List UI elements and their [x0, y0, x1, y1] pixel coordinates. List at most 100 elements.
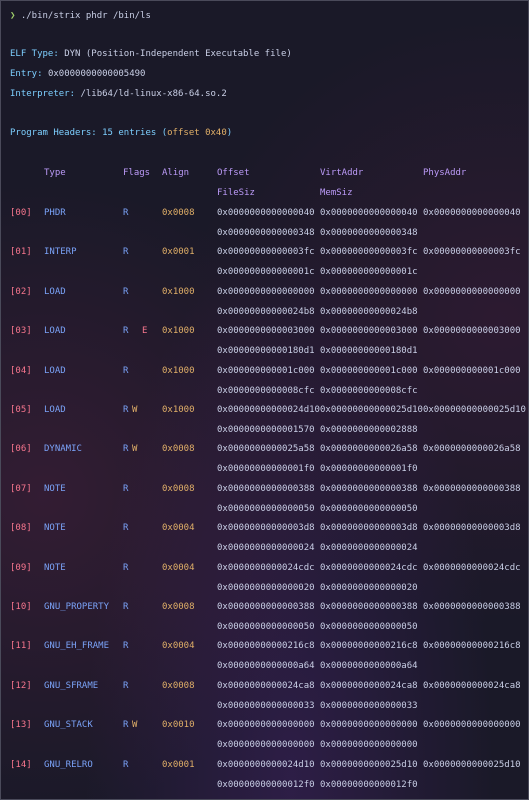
row-virtaddr: 0x0000000000026a58 — [320, 444, 418, 454]
row-index: [10] — [10, 602, 32, 612]
row-align: 0x1000 — [162, 287, 195, 297]
flag-read: R — [123, 563, 129, 573]
flag-read: R — [123, 366, 129, 376]
row-virtaddr: 0x0000000000000388 — [320, 484, 418, 494]
col-physaddr-header: PhysAddr — [423, 168, 467, 178]
row-align: 0x1000 — [162, 326, 195, 336]
prompt-icon: ❯ — [10, 11, 16, 21]
flag-read: R — [123, 208, 129, 218]
row-memsiz: 0x0000000000000a64 — [320, 661, 418, 671]
row-filesiz: 0x0000000000000024 — [217, 543, 315, 553]
row-filesiz: 0x0000000000008cfc — [217, 386, 315, 396]
row-type: GNU_PROPERTY — [44, 602, 110, 612]
row-index: [04] — [10, 366, 32, 376]
row-type: NOTE — [44, 523, 66, 533]
row-filesiz: 0x0000000000000050 — [217, 504, 315, 514]
row-align: 0x0004 — [162, 641, 195, 651]
row-memsiz: 0x00000000000024b8 — [320, 307, 418, 317]
row-align: 0x1000 — [162, 405, 195, 415]
row-filesiz: 0x000000000000001c — [217, 267, 315, 277]
row-virtaddr: 0x0000000000024cdc — [320, 563, 418, 573]
row-type: LOAD — [44, 366, 66, 376]
elf-type-line: ELF Type: DYN (Position-Independent Exec… — [10, 49, 292, 60]
entry-line: Entry: 0x0000000000005490 — [10, 69, 145, 80]
flag-read: R — [123, 405, 129, 415]
row-align: 0x0008 — [162, 208, 195, 218]
row-type: PHDR — [44, 208, 66, 218]
row-filesiz: 0x0000000000000348 — [217, 228, 315, 238]
flag-read: R — [123, 602, 129, 612]
row-memsiz: 0x0000000000000050 — [320, 622, 418, 632]
flag-read: R — [123, 287, 129, 297]
row-offset: 0x0000000000000388 — [217, 484, 315, 494]
row-filesiz: 0x00000000000001f0 — [217, 464, 315, 474]
col-type-header: Type — [44, 168, 66, 178]
row-offset: 0x0000000000025a58 — [217, 444, 315, 454]
row-filesiz: 0x0000000000001570 — [217, 425, 315, 435]
entry-value: 0x0000000000005490 — [47, 69, 146, 79]
row-virtaddr: 0x0000000000025d10 — [320, 760, 418, 770]
row-memsiz: 0x00000000000012f0 — [320, 780, 418, 790]
flag-read: R — [123, 326, 129, 336]
row-offset: 0x0000000000003000 — [217, 326, 315, 336]
row-memsiz: 0x0000000000000000 — [320, 740, 418, 750]
row-index: [07] — [10, 484, 32, 494]
row-memsiz: 0x0000000000000024 — [320, 543, 418, 553]
program-headers-title: Program Headers: 15 entries (offset 0x40… — [10, 128, 233, 138]
row-offset: 0x0000000000024d10 — [217, 760, 315, 770]
row-index: [09] — [10, 563, 32, 573]
row-index: [01] — [10, 247, 32, 257]
row-filesiz: 0x00000000000012f0 — [217, 780, 315, 790]
row-align: 0x1000 — [162, 366, 195, 376]
row-memsiz: 0x00000000000001f0 — [320, 464, 418, 474]
col-virtaddr-header: VirtAddr — [320, 168, 364, 178]
row-align: 0x0008 — [162, 444, 195, 454]
col-memsiz-header: MemSiz — [320, 188, 353, 198]
row-offset: 0x00000000000024d10 — [217, 405, 320, 415]
row-type: GNU_EH_FRAME — [44, 641, 110, 651]
row-align: 0x0010 — [162, 720, 195, 730]
row-offset: 0x00000000000216c8 — [217, 641, 315, 651]
row-virtaddr: 0x00000000000003d8 — [320, 523, 418, 533]
row-type: LOAD — [44, 287, 66, 297]
row-memsiz: 0x0000000000000348 — [320, 228, 418, 238]
row-memsiz: 0x000000000000001c — [320, 267, 418, 277]
row-type: GNU_STACK — [44, 720, 93, 730]
row-type: NOTE — [44, 563, 66, 573]
row-align: 0x0001 — [162, 247, 195, 257]
row-physaddr: 0x00000000000003d8 — [423, 523, 521, 533]
command-line: ❯ ./bin/strix phdr /bin/ls — [10, 11, 151, 22]
row-memsiz: 0x0000000000000050 — [320, 504, 418, 514]
row-index: [08] — [10, 523, 32, 533]
row-type: GNU_SFRAME — [44, 681, 99, 691]
row-memsiz: 0x0000000000002888 — [320, 425, 418, 435]
entry-label: Entry: — [10, 69, 43, 79]
row-align: 0x0008 — [162, 681, 195, 691]
row-virtaddr: 0x00000000000003fc — [320, 247, 418, 257]
row-type: NOTE — [44, 484, 66, 494]
row-memsiz: 0x0000000000000020 — [320, 583, 418, 593]
row-index: [12] — [10, 681, 32, 691]
row-physaddr: 0x0000000000024cdc — [423, 563, 521, 573]
flag-read: R — [123, 444, 129, 454]
row-index: [02] — [10, 287, 32, 297]
row-filesiz: 0x00000000000024b8 — [217, 307, 315, 317]
col-align-header: Align — [162, 168, 190, 178]
row-align: 0x0008 — [162, 602, 195, 612]
row-virtaddr: 0x0000000000000388 — [320, 602, 418, 612]
row-memsiz: 0x0000000000000033 — [320, 701, 418, 711]
flag-read: R — [123, 760, 129, 770]
interpreter-value: /lib64/ld-linux-x86-64.so.2 — [80, 89, 227, 99]
row-index: [13] — [10, 720, 32, 730]
row-virtaddr: 0x0000000000000000 — [320, 720, 418, 730]
row-physaddr: 0x00000000000003fc — [423, 247, 521, 257]
row-type: INTERP — [44, 247, 77, 257]
row-filesiz: 0x00000000000180d1 — [217, 346, 315, 356]
row-index: [14] — [10, 760, 32, 770]
row-physaddr: 0x00000000000025d10 — [423, 405, 526, 415]
flag-read: R — [123, 484, 129, 494]
row-offset: 0x00000000000003fc — [217, 247, 315, 257]
row-filesiz: 0x0000000000000000 — [217, 740, 315, 750]
row-memsiz: 0x00000000000180d1 — [320, 346, 418, 356]
